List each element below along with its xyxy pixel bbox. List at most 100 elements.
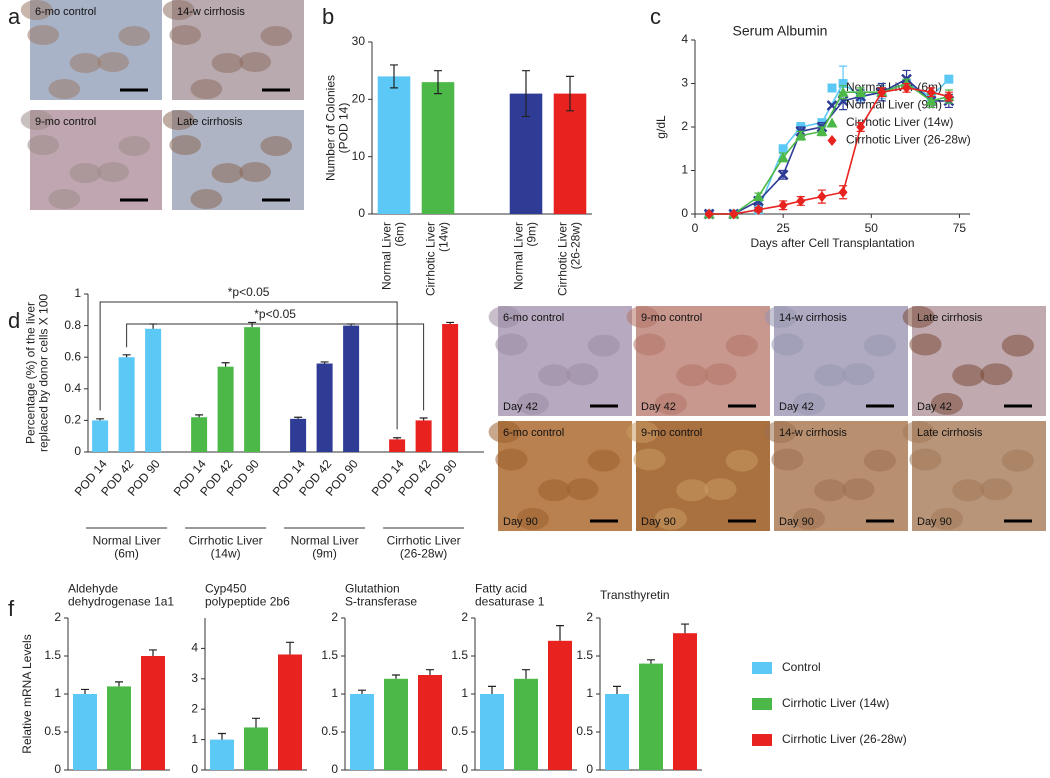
marker — [902, 82, 912, 94]
legend-label: Control — [782, 660, 821, 674]
tissue-region — [980, 363, 1013, 386]
y-tick-label: 0.6 — [64, 349, 81, 363]
error-bar — [522, 70, 530, 118]
legend-marker — [827, 83, 837, 93]
legend-label: Cirrhotic Liver (26-28w) — [846, 133, 971, 147]
bar — [553, 93, 587, 214]
error-bar — [647, 659, 655, 664]
marker — [752, 191, 764, 202]
error-bar — [286, 641, 294, 655]
text-line: (26-28w) — [400, 547, 447, 561]
tissue-region — [902, 306, 935, 328]
marker — [753, 204, 763, 216]
tissue-region — [566, 363, 599, 386]
tissue-region — [704, 363, 737, 386]
micrograph-label: 9-mo control — [641, 312, 702, 324]
y-tick-label: 2 — [331, 610, 338, 624]
text-line: Cyp450 — [205, 582, 247, 596]
tissue-region — [20, 0, 53, 20]
bar — [350, 694, 374, 770]
tissue-region — [863, 449, 896, 472]
tissue-region — [980, 478, 1013, 501]
tissue-region — [566, 478, 599, 501]
bar — [389, 439, 406, 452]
tissue-region — [764, 306, 797, 328]
tissue-region — [27, 135, 60, 155]
chart-title: Transthyretin — [600, 588, 670, 602]
text-line: Normal Liver — [380, 222, 394, 290]
micrograph-label: 14-w cirrhosis — [779, 427, 847, 439]
marker — [778, 144, 788, 154]
marker — [926, 86, 936, 98]
micrograph-day: Day 90 — [917, 516, 952, 528]
marker — [856, 121, 866, 133]
tissue-region — [654, 392, 687, 415]
tissue-region — [771, 333, 804, 356]
chart-title: Glutathion S-transferase — [345, 582, 417, 609]
y-tick-label: 20 — [352, 92, 366, 106]
y-tick-label: 1 — [74, 286, 81, 300]
text-line: (9m) — [525, 222, 539, 247]
text-line: Percentage (%) of the liver — [24, 302, 38, 444]
bar — [145, 328, 162, 452]
annotation: *p<0.05 — [254, 307, 296, 321]
error-bar — [358, 689, 366, 694]
legend-label: Cirrhotic Liver (14w) — [782, 696, 889, 710]
error-bar — [522, 669, 530, 679]
text-line: replaced by donor cells X 100 — [37, 294, 51, 452]
text-line: (14w) — [211, 547, 241, 561]
error-bar — [419, 417, 428, 421]
y-tick-label: 1.5 — [44, 648, 61, 662]
significance-bracket — [99, 301, 398, 430]
tissue-region — [676, 364, 709, 387]
panel-letter: f — [8, 596, 15, 621]
text-line: dehydrogenase 1a1 — [68, 595, 174, 609]
error-bar — [681, 623, 689, 634]
marker — [795, 130, 807, 141]
bar — [244, 327, 261, 452]
tissue-region — [260, 26, 293, 46]
text-line: Aldehyde — [68, 582, 118, 596]
text-line: Normal Liver — [291, 534, 359, 548]
micrograph-day: Day 90 — [503, 516, 538, 528]
tissue-region — [69, 163, 102, 183]
tissue-region — [902, 421, 935, 443]
group-label: Cirrhotic Liver (26-28w) — [387, 534, 461, 561]
text-line: Normal Liver — [512, 222, 526, 290]
tissue-region — [814, 479, 847, 502]
text-line: (6m) — [393, 222, 407, 247]
text-line: Cirrhotic Liver — [189, 534, 263, 548]
bar — [278, 654, 302, 770]
y-tick-label: 0.5 — [451, 724, 468, 738]
tissue-region — [48, 79, 81, 99]
tissue-region — [792, 507, 825, 530]
tissue-region — [162, 110, 195, 130]
y-tick-label: 30 — [352, 34, 366, 48]
marker — [778, 199, 788, 211]
tissue-region — [48, 189, 81, 209]
marker — [925, 95, 937, 106]
legend-label: Normal Liver (9m) — [846, 98, 942, 112]
y-tick-label: 1 — [54, 686, 61, 700]
micrograph-day: Day 42 — [917, 401, 952, 413]
legend-swatch — [752, 734, 772, 746]
bar — [290, 418, 307, 452]
tissue-region — [488, 421, 521, 443]
marker — [944, 74, 954, 84]
marker — [944, 91, 954, 103]
x-axis-label: Days after Cell Transplantation — [750, 236, 914, 250]
y-tick-label: 0 — [74, 444, 81, 458]
y-tick-label: 0 — [681, 206, 688, 220]
micrograph-day: Day 42 — [779, 401, 814, 413]
x-tick-label: 25 — [776, 221, 790, 235]
error-bar — [566, 75, 574, 112]
bar — [118, 357, 135, 452]
text-line: (26-28w) — [569, 222, 583, 269]
marker — [817, 191, 827, 203]
micrograph-label: Late cirrhosis — [177, 116, 243, 128]
y-tick-label: 0 — [54, 762, 61, 776]
tissue-region — [538, 479, 571, 502]
annotation: *p<0.05 — [228, 285, 270, 299]
tissue-region — [1001, 334, 1034, 357]
